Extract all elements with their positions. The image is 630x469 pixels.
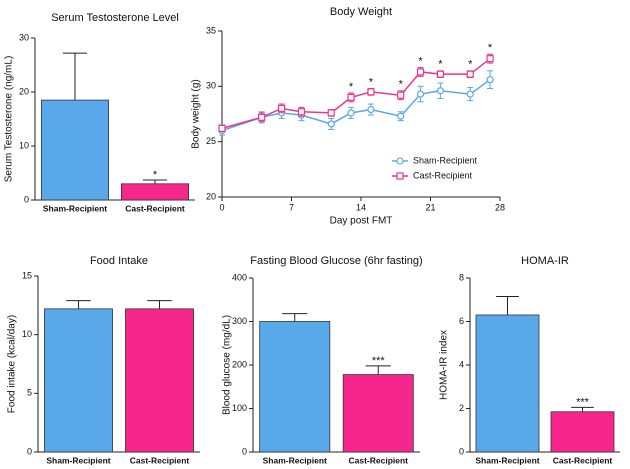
- chart-title: Body Weight: [330, 6, 392, 18]
- point: [436, 70, 445, 78]
- y-tick-label: 10: [22, 329, 32, 339]
- x-axis-label: Day post FMT: [330, 216, 393, 227]
- point: [486, 55, 494, 63]
- chart-title: HOMA-IR: [521, 255, 569, 267]
- y-tick-label: 10: [19, 140, 29, 150]
- significance: *: [349, 81, 354, 93]
- bar: [41, 99, 109, 201]
- bar: [121, 183, 189, 201]
- x-tick-label: Sham-Recipient: [46, 455, 110, 465]
- point: [347, 93, 355, 102]
- legend-label: Sham-Recipient: [413, 155, 478, 165]
- y-axis-label: Serum Testosterone (ng/mL): [4, 56, 15, 183]
- x-tick-label: Sham-Recipient: [263, 455, 327, 465]
- x-tick-label: Sham-Recipient: [475, 455, 539, 465]
- y-tick-label: 0: [242, 446, 247, 456]
- bar: [44, 308, 113, 453]
- x-tick-label: Sham-Recipient: [43, 203, 107, 213]
- y-axis-label: Blood glucose (mg/dL): [222, 315, 233, 415]
- y-tick-label: 4: [459, 359, 464, 369]
- y-tick-label: 400: [232, 272, 247, 282]
- chart-title: Fasting Blood Glucose (6hr fasting): [250, 255, 422, 267]
- y-tick-label: 25: [206, 136, 216, 146]
- x-tick-label: 28: [495, 202, 505, 212]
- legend-label: Cast-Recipient: [413, 170, 473, 180]
- significance: *: [468, 59, 473, 71]
- y-tick-label: 0: [24, 194, 29, 204]
- y-tick-label: 35: [206, 25, 216, 35]
- y-tick-label: 0: [27, 446, 32, 456]
- y-tick-label: 200: [232, 359, 247, 369]
- point: [218, 124, 226, 132]
- y-axis-label: Body weight (g): [191, 79, 202, 148]
- point: [466, 90, 474, 98]
- y-tick-label: 6: [459, 316, 464, 326]
- significance: *: [438, 59, 443, 71]
- point: [367, 88, 375, 96]
- point: [466, 70, 474, 78]
- x-tick-label: Cast-Recipient: [553, 455, 613, 465]
- point: [258, 113, 266, 121]
- significance: *: [399, 79, 404, 91]
- y-axis-label: HOMA-IR index: [439, 330, 450, 400]
- y-tick-label: 5: [27, 388, 32, 398]
- bar: [475, 314, 540, 453]
- x-tick-label: 0: [219, 202, 224, 212]
- point: [416, 68, 425, 76]
- significance: ***: [372, 355, 386, 367]
- y-tick-label: 15: [22, 270, 32, 280]
- significance: *: [153, 169, 158, 181]
- point: [327, 109, 335, 117]
- y-tick-label: 8: [459, 272, 464, 282]
- y-tick-label: 2: [459, 403, 464, 413]
- bar: [259, 321, 331, 453]
- significance: ***: [576, 396, 590, 408]
- y-tick-label: 30: [206, 81, 216, 91]
- point: [297, 108, 306, 116]
- x-tick-label: 14: [356, 202, 366, 212]
- x-tick-label: Cast-Recipient: [130, 455, 190, 465]
- y-tick-label: 30: [19, 32, 29, 42]
- significance: *: [418, 55, 423, 67]
- point: [397, 112, 405, 120]
- significance: *: [488, 42, 493, 54]
- legend-marker: [396, 172, 404, 180]
- bar: [342, 374, 414, 453]
- significance: *: [369, 76, 374, 88]
- x-tick-label: 21: [425, 202, 435, 212]
- point: [367, 105, 375, 114]
- point: [436, 87, 445, 95]
- y-tick-label: 100: [232, 403, 247, 413]
- point: [397, 91, 405, 99]
- x-tick-label: 7: [289, 202, 294, 212]
- y-tick-label: 20: [19, 86, 29, 96]
- x-tick-label: Cast-Recipient: [348, 455, 408, 465]
- chart-title: Food Intake: [90, 255, 148, 267]
- y-tick-label: 0: [459, 446, 464, 456]
- bar: [550, 411, 615, 453]
- bar: [125, 308, 194, 453]
- point: [347, 109, 355, 117]
- point: [486, 76, 494, 84]
- legend-marker: [396, 157, 404, 165]
- y-axis-label: Food intake (kcal/day): [7, 315, 18, 413]
- point: [327, 120, 335, 128]
- y-tick-label: 300: [232, 316, 247, 326]
- x-tick-label: Cast-Recipient: [125, 203, 185, 213]
- point: [277, 104, 286, 113]
- point: [416, 90, 425, 98]
- chart-title: Serum Testosterone Level: [51, 12, 179, 24]
- y-tick-label: 20: [206, 191, 216, 201]
